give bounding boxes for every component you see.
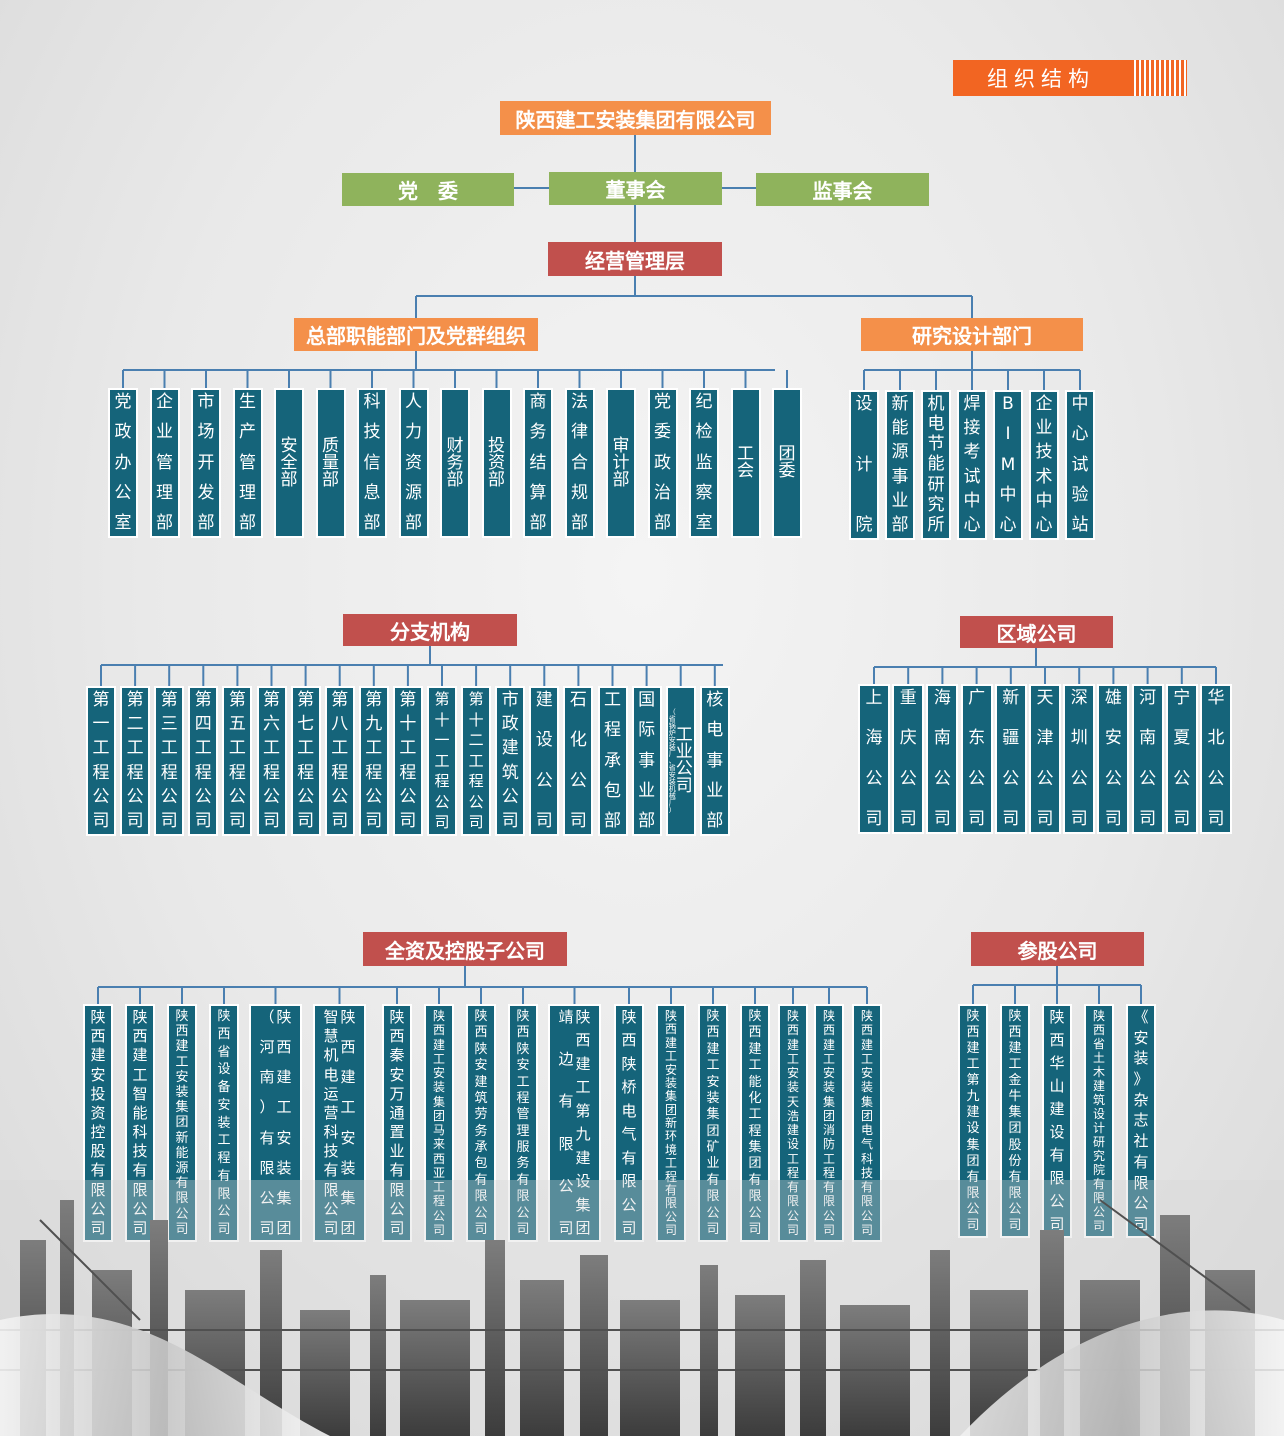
- branch-box: 第三工程公司: [154, 686, 185, 836]
- subsidiary-box: 陕西建工安装集团矿业有限公司: [698, 1004, 728, 1242]
- subsidiary-box: 陕西建工安装集团新能源有限公司: [167, 1004, 197, 1242]
- hq-dept-box: 投资部: [481, 388, 512, 538]
- hq-dept-box: 企业管理部: [149, 388, 180, 538]
- regional-box: 重庆公司: [892, 684, 925, 834]
- hq-dept-box: 商务结算部: [523, 388, 553, 538]
- hq-dept-box: 人力资源部: [398, 388, 429, 538]
- hq-dept-box: 法律合规部: [564, 388, 595, 538]
- research-dept-box: 中心试验站: [1065, 390, 1095, 540]
- hq-dept-box: 生产管理部: [232, 388, 263, 538]
- hq-dept-box: 工会: [730, 388, 761, 538]
- research-dept-box: 新能源事业部: [885, 390, 915, 540]
- equity-box: 陕西建工金牛集团股份有限公司: [1000, 1004, 1030, 1238]
- branch-box: 建设公司: [529, 686, 560, 836]
- subsidiary-box: 陕西省设备安装工程有限公司: [209, 1004, 239, 1242]
- hq-dept-box: 团委: [772, 388, 802, 538]
- hq-dept-box: 审计部: [606, 388, 636, 538]
- equity-box: 陕西建工第九建设集团有限公司: [958, 1004, 988, 1238]
- badge-label: 组织结构: [987, 67, 1095, 91]
- branch-box: 国际事业部: [631, 686, 662, 836]
- hq-dept-box: 质量部: [315, 388, 346, 538]
- branch-box: 第二工程公司: [120, 686, 151, 836]
- branch-box: 市政建筑公司: [495, 686, 526, 836]
- equity-box: 《安装》杂志社有限公司: [1126, 1004, 1156, 1238]
- regional-title: 区域公司: [960, 616, 1113, 648]
- regional-box: 河南公司: [1131, 684, 1164, 834]
- subsidiary-box: 陕西建工能化工程集团有限公司: [740, 1004, 770, 1242]
- branch-box: 第十一工程公司: [427, 686, 457, 836]
- regional-box: 新疆公司: [994, 684, 1027, 834]
- regional-box: 天津公司: [1029, 684, 1061, 834]
- research-dept-box: 企业技术中心: [1029, 390, 1059, 540]
- hq-dept-box: 安全部: [274, 388, 304, 538]
- subsidiary-box: 陕西建工安装集团马来西亚工程公司: [424, 1004, 454, 1242]
- hq-dept-box: 财务部: [440, 388, 470, 538]
- hq-dept-box: 党委政治部: [647, 388, 678, 538]
- branch-box: 工业公司（省锅炉安装厂、省安装机械厂）: [665, 686, 696, 836]
- branch-box: 第九工程公司: [358, 686, 389, 836]
- subsidiary-box: 陕西陕桥电气有限公司: [614, 1004, 644, 1242]
- subsidiary-box: 陕西建工第九建设集团靖边有限公司: [548, 1004, 601, 1242]
- subsidiary-box: 陕西建工安装集团新环境工程有限公司: [656, 1004, 686, 1242]
- management-layer: 经营管理层: [548, 242, 722, 276]
- regional-box: 上海公司: [858, 684, 890, 834]
- hq-dept-box: 科技信息部: [357, 388, 387, 538]
- branch-box: 工程承包部: [597, 686, 628, 836]
- board-of-supervisors: 监事会: [756, 173, 929, 206]
- hq-dept-box: 市场开发部: [191, 388, 221, 538]
- research-dept-box: 机电节能研究所: [921, 390, 951, 540]
- badge-stripes: [1131, 60, 1187, 96]
- regional-box: 华北公司: [1200, 684, 1232, 834]
- research-departments-title: 研究设计部门: [861, 318, 1083, 351]
- subsidiary-box: 陕西建工智能科技有限公司: [125, 1004, 155, 1242]
- industrial-plant-backdrop: [0, 1180, 1284, 1436]
- branch-box: 第一工程公司: [86, 686, 116, 836]
- regional-box: 海南公司: [926, 684, 959, 834]
- equity-title: 参股公司: [971, 932, 1144, 966]
- branch-box: 第十工程公司: [392, 686, 423, 836]
- hq-dept-box: 纪检监察室: [689, 388, 719, 538]
- subsidiaries-title: 全资及控股子公司: [363, 932, 567, 966]
- branch-box: 第八工程公司: [324, 686, 355, 836]
- branch-box: 第七工程公司: [290, 686, 321, 836]
- subsidiary-box: 陕西陕安建筑劳务承包有限公司: [466, 1004, 496, 1242]
- regional-box: 广东公司: [960, 684, 993, 834]
- subsidiary-box: 陕西建安投资控股有限公司: [83, 1004, 113, 1242]
- research-dept-box: 焊接考试中心: [957, 390, 987, 540]
- equity-box: 陕西省土木建筑设计研究院有限公司: [1084, 1004, 1114, 1238]
- branches-title: 分支机构: [343, 614, 517, 646]
- subsidiary-box: 陕西建工安装天浩建设工程有限公司: [778, 1004, 808, 1242]
- regional-box: 雄安公司: [1097, 684, 1130, 834]
- branch-box: 第六工程公司: [256, 686, 287, 836]
- branch-box: 核电事业部: [699, 686, 730, 836]
- subsidiary-box: 陕西建工安装集团（河南）有限公司: [249, 1004, 302, 1242]
- root-company: 陕西建工安装集团有限公司: [500, 101, 771, 135]
- subsidiary-box: 陕西建工安装集团消防工程有限公司: [814, 1004, 844, 1242]
- industry-note: （省锅炉安装厂、省安装机械厂）: [668, 707, 676, 814]
- branch-box: 第四工程公司: [188, 686, 219, 836]
- section-badge: 组织结构: [953, 60, 1187, 96]
- hq-dept-box: 党政办公室: [108, 388, 138, 538]
- subsidiary-box: 陕西陕安工程管理服务有限公司: [508, 1004, 538, 1242]
- subsidiary-box: 陕西建工安装集团电气科技有限公司: [852, 1004, 882, 1242]
- branch-box: 石化公司: [563, 686, 594, 836]
- subsidiary-box: 陕西秦安万通置业有限公司: [382, 1004, 412, 1242]
- regional-box: 宁夏公司: [1165, 684, 1198, 834]
- party-committee: 党 委: [342, 173, 514, 206]
- hq-departments-title: 总部职能部门及党群组织: [294, 318, 538, 351]
- research-dept-box: 设计院: [849, 390, 879, 540]
- branch-box: 第五工程公司: [222, 686, 253, 836]
- board-of-directors: 董事会: [549, 172, 722, 205]
- subsidiary-box: 陕西建工安装集团智慧机电运营科技有限公司: [313, 1004, 366, 1242]
- regional-box: 深圳公司: [1063, 684, 1096, 834]
- branch-box: 第十二工程公司: [461, 686, 492, 836]
- equity-box: 陕西华山建设有限公司: [1042, 1004, 1072, 1238]
